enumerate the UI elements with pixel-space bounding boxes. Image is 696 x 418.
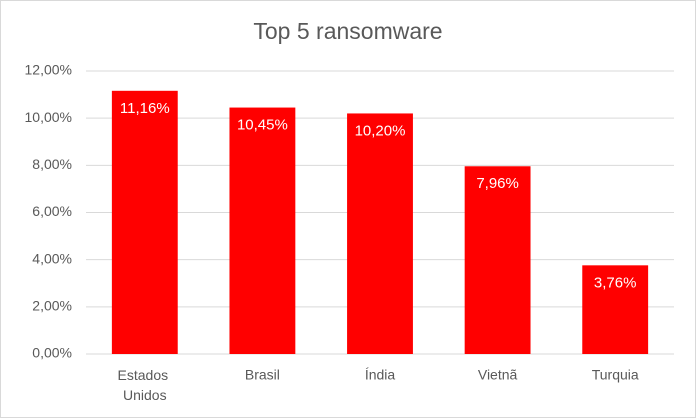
y-tick-label: 12,00%: [25, 62, 72, 78]
bar: [347, 113, 413, 354]
x-tick-label: Turquia: [592, 367, 639, 383]
y-tick-label: 2,00%: [32, 298, 72, 314]
y-tick-label: 0,00%: [32, 345, 72, 361]
y-tick-label: 6,00%: [32, 203, 72, 219]
x-tick-label: Índia: [365, 367, 396, 383]
bar: [111, 90, 178, 354]
x-tick-label: Brasil: [245, 367, 280, 383]
y-tick-label: 8,00%: [32, 156, 72, 172]
bar: [229, 107, 296, 354]
data-label: 10,20%: [355, 122, 406, 139]
data-label: 7,96%: [476, 175, 519, 192]
x-tick-label: Estados Unidos: [118, 367, 172, 403]
y-tick-label: 4,00%: [32, 250, 72, 266]
data-label: 3,76%: [594, 274, 637, 291]
bar: [464, 166, 531, 354]
x-tick-label: Vietnã: [478, 367, 518, 383]
y-tick-label: 10,00%: [25, 109, 72, 125]
chart-title: Top 5 ransomware: [253, 18, 442, 44]
data-label: 11,16%: [120, 100, 170, 117]
data-label: 10,45%: [237, 117, 288, 134]
bar: [582, 265, 649, 354]
